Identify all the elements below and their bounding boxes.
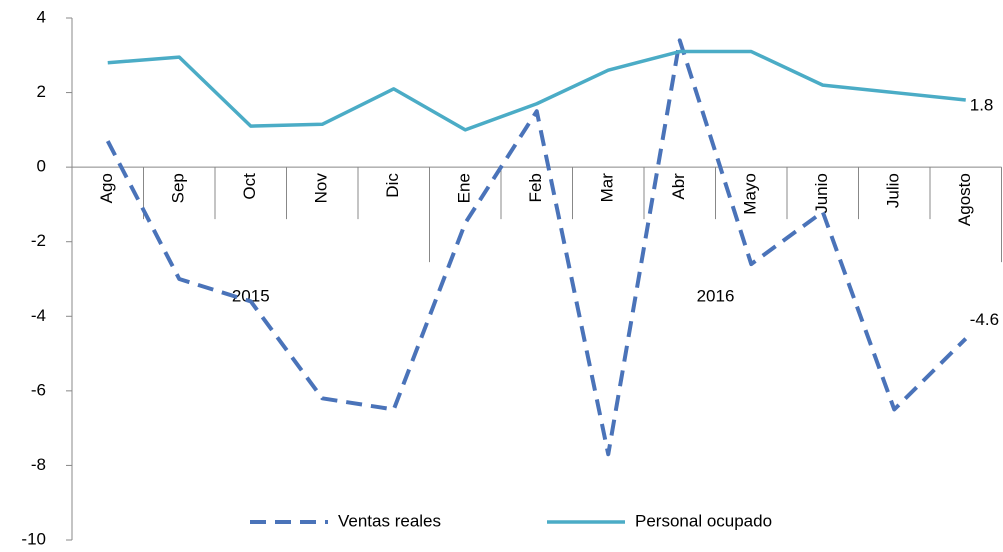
x-tick-label: Julio <box>884 173 903 208</box>
y-tick-label: -8 <box>31 455 46 474</box>
x-tick-label: Agosto <box>955 173 974 226</box>
x-tick-label: Feb <box>526 173 545 202</box>
x-tick-label: Sep <box>169 173 188 203</box>
series-line <box>105 38 968 457</box>
x-tick-label: Ene <box>455 173 474 203</box>
x-tick-label: Nov <box>312 173 331 204</box>
y-tick-label: -4 <box>31 306 46 325</box>
legend-label: Personal ocupado <box>635 511 772 530</box>
group-label: 2015 <box>232 287 270 306</box>
x-tick-label: Mayo <box>741 173 760 215</box>
y-tick-label: -2 <box>31 231 46 250</box>
y-tick-label: 2 <box>37 82 46 101</box>
data-label: 1.8 <box>970 96 994 115</box>
x-tick-label: Abr <box>669 173 688 200</box>
series-line <box>107 49 966 132</box>
y-tick-label: 0 <box>37 157 46 176</box>
x-tick-label: Ago <box>97 173 116 203</box>
y-tick-label: -10 <box>21 529 46 548</box>
y-tick-label: -6 <box>31 380 46 399</box>
x-tick-label: Oct <box>240 173 259 200</box>
x-tick-label: Dic <box>383 173 402 198</box>
group-label: 2016 <box>697 287 735 306</box>
data-label: -4.6 <box>970 310 999 329</box>
y-tick-label: 4 <box>37 7 46 26</box>
x-tick-label: Mar <box>598 173 617 203</box>
x-tick-label: Junio <box>812 173 831 214</box>
legend-label: Ventas reales <box>338 511 441 530</box>
